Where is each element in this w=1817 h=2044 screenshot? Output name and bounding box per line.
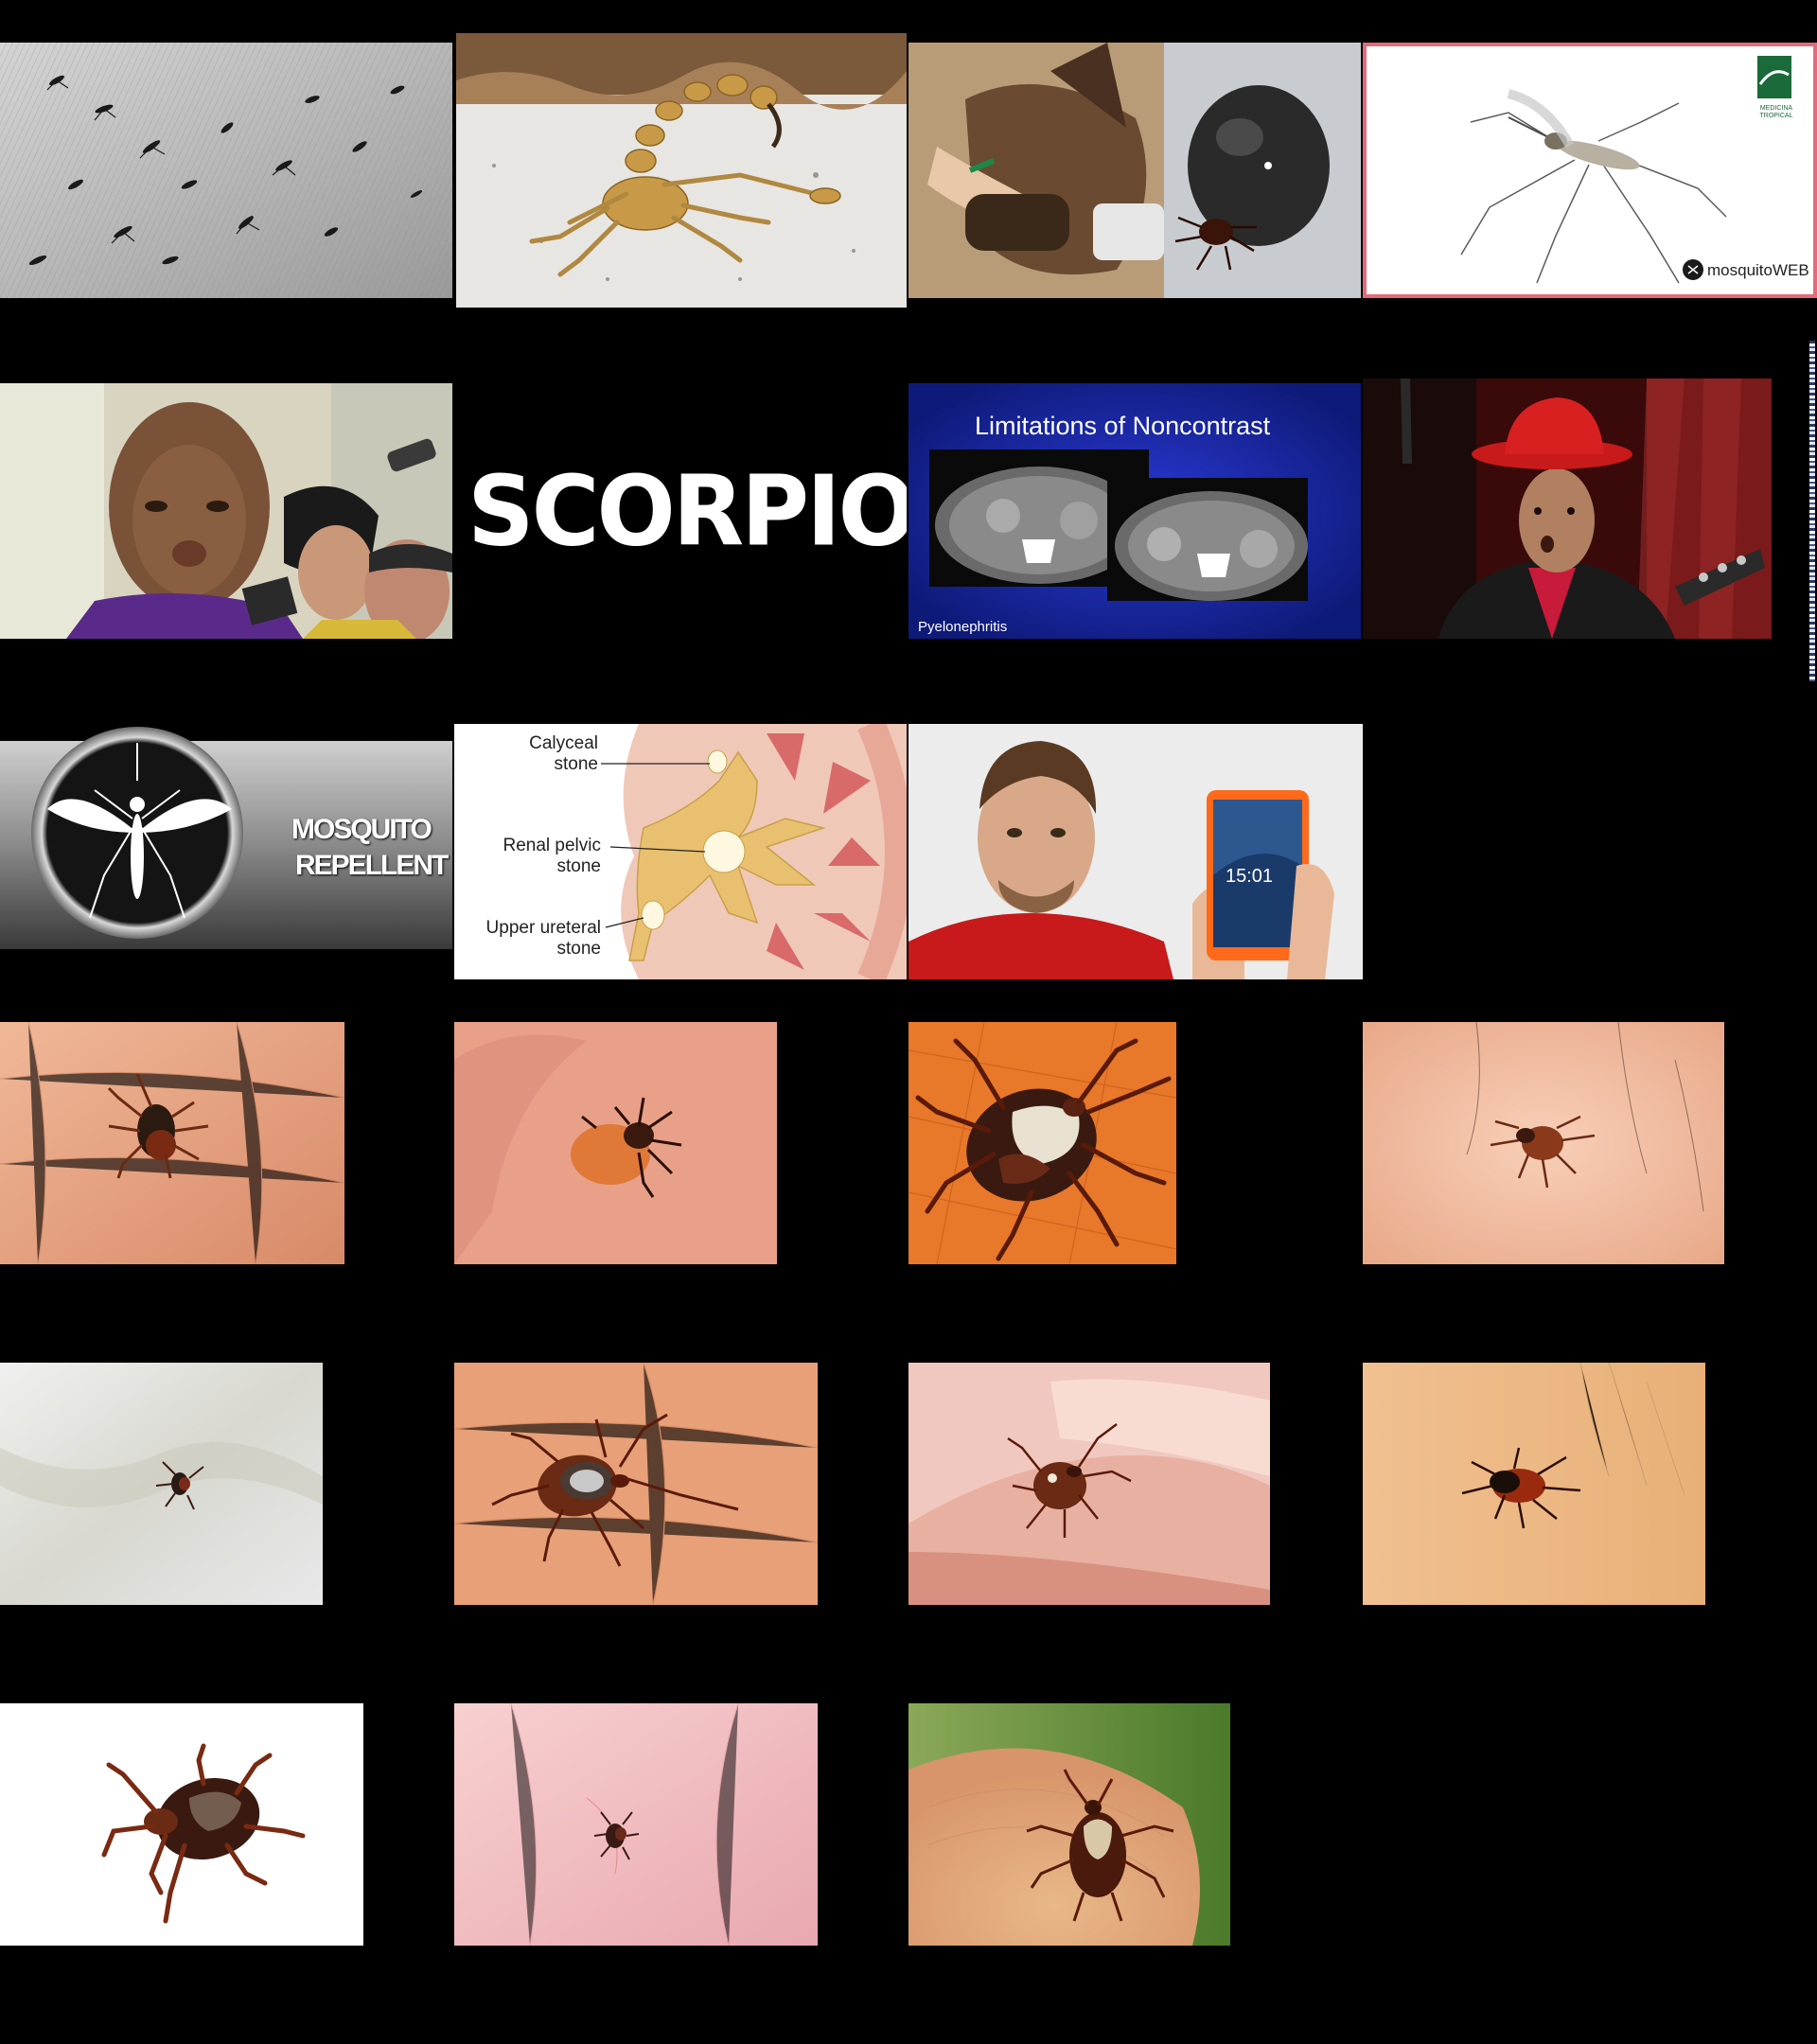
side-thumbnail-strip — [1809, 341, 1815, 681]
engorged-tick-art — [454, 1022, 777, 1264]
tick-on-dog-image[interactable] — [908, 43, 1361, 298]
mosquito-web-brand: mosquitoWEB — [1707, 261, 1809, 279]
ct-scan-slide-image[interactable]: Limitations of Noncontrast Pyelonephriti… — [908, 383, 1361, 639]
tick-photo-r4c3[interactable] — [908, 1022, 1176, 1264]
repellent-label-line2: REPELLENT — [295, 850, 449, 881]
tick-photo-r5c2[interactable] — [454, 1363, 818, 1605]
tick-photo-r5c3[interactable] — [908, 1363, 1270, 1605]
renal-pelvic-label-line2: stone — [556, 855, 601, 876]
lone-star-tick-art — [908, 1363, 1270, 1605]
man-with-reporters-art — [0, 383, 452, 639]
renal-pelvic-label-line1: Renal pelvic — [503, 836, 602, 855]
tiny-tick-on-skin-art — [454, 1703, 818, 1946]
upper-ureteral-label-line2: stone — [556, 938, 601, 959]
tick-photo-r6c2[interactable] — [454, 1703, 818, 1946]
repellent-label-line1: MOSQUITO — [291, 814, 432, 845]
performer-red-hat-image[interactable] — [1363, 379, 1772, 639]
dog-tick-art — [908, 1022, 1176, 1264]
mosquito-illustration-art — [1367, 46, 1813, 294]
ct-slide-caption: Pyelonephritis — [918, 619, 1008, 635]
tick-on-cloth-art — [0, 1363, 323, 1605]
upper-ureteral-label-line1: Upper ureteral — [485, 918, 601, 938]
man-with-phone-art — [908, 724, 1363, 979]
calyceal-stone-label: Calyceal stone — [492, 733, 598, 775]
calyceal-label-line2: stone — [554, 753, 598, 774]
man-with-reporters-image[interactable] — [0, 383, 452, 639]
ct-scan-art — [908, 383, 1361, 639]
performer-art — [1363, 379, 1772, 639]
renal-pelvic-stone-label: Renal pelvic stone — [468, 836, 602, 877]
mosquito-repellent-image[interactable]: MOSQUITO REPELLENT — [0, 724, 452, 962]
blacklegged-tick-art — [1363, 1363, 1705, 1605]
scorpions-logo-text: SCORPIONS — [467, 455, 907, 569]
ct-slide-title: Limitations of Noncontrast — [975, 412, 1271, 440]
mosquito-swarm-image[interactable] — [0, 43, 452, 298]
mosquito-web-image[interactable]: MEDICINA TROPICAL mosquitoWEB — [1363, 43, 1817, 298]
phone-clock: 15:01 — [1226, 866, 1274, 887]
man-holding-phone-image[interactable]: 15:01 — [908, 724, 1363, 979]
scorpion-art — [456, 33, 907, 308]
kidney-diagram-art — [454, 724, 907, 979]
tick-on-fingertip-art — [908, 1703, 1230, 1946]
scorpion-image[interactable] — [456, 33, 907, 308]
mosquito-repellent-art — [0, 724, 452, 962]
small-tick-on-skin-art — [1363, 1022, 1724, 1264]
upper-ureteral-stone-label: Upper ureteral stone — [459, 918, 601, 960]
tick-photo-r5c4[interactable] — [1363, 1363, 1705, 1605]
mosquito-swarm-art — [0, 43, 452, 298]
tick-photo-r6c3[interactable] — [908, 1703, 1230, 1946]
calyceal-label-line1: Calyceal — [529, 733, 598, 753]
tick-photo-r4c4[interactable] — [1363, 1022, 1724, 1264]
tick-on-skin-art-2 — [454, 1363, 818, 1605]
tick-photo-r4c1[interactable] — [0, 1022, 344, 1264]
tick-photo-r4c2[interactable] — [454, 1022, 777, 1264]
tick-photo-r5c1[interactable] — [0, 1363, 323, 1605]
tick-on-white-art — [0, 1703, 363, 1946]
tick-on-dog-art — [908, 43, 1361, 298]
medicina-tropical-label: MEDICINA TROPICAL — [1759, 105, 1793, 120]
scorpions-logo-image[interactable]: SCORPIONS — [456, 383, 907, 639]
kidney-stone-diagram-image[interactable]: Calyceal stone Renal pelvic stone Upper … — [454, 724, 907, 979]
tick-on-skin-art — [0, 1022, 344, 1264]
tick-photo-r6c1[interactable] — [0, 1703, 363, 1946]
